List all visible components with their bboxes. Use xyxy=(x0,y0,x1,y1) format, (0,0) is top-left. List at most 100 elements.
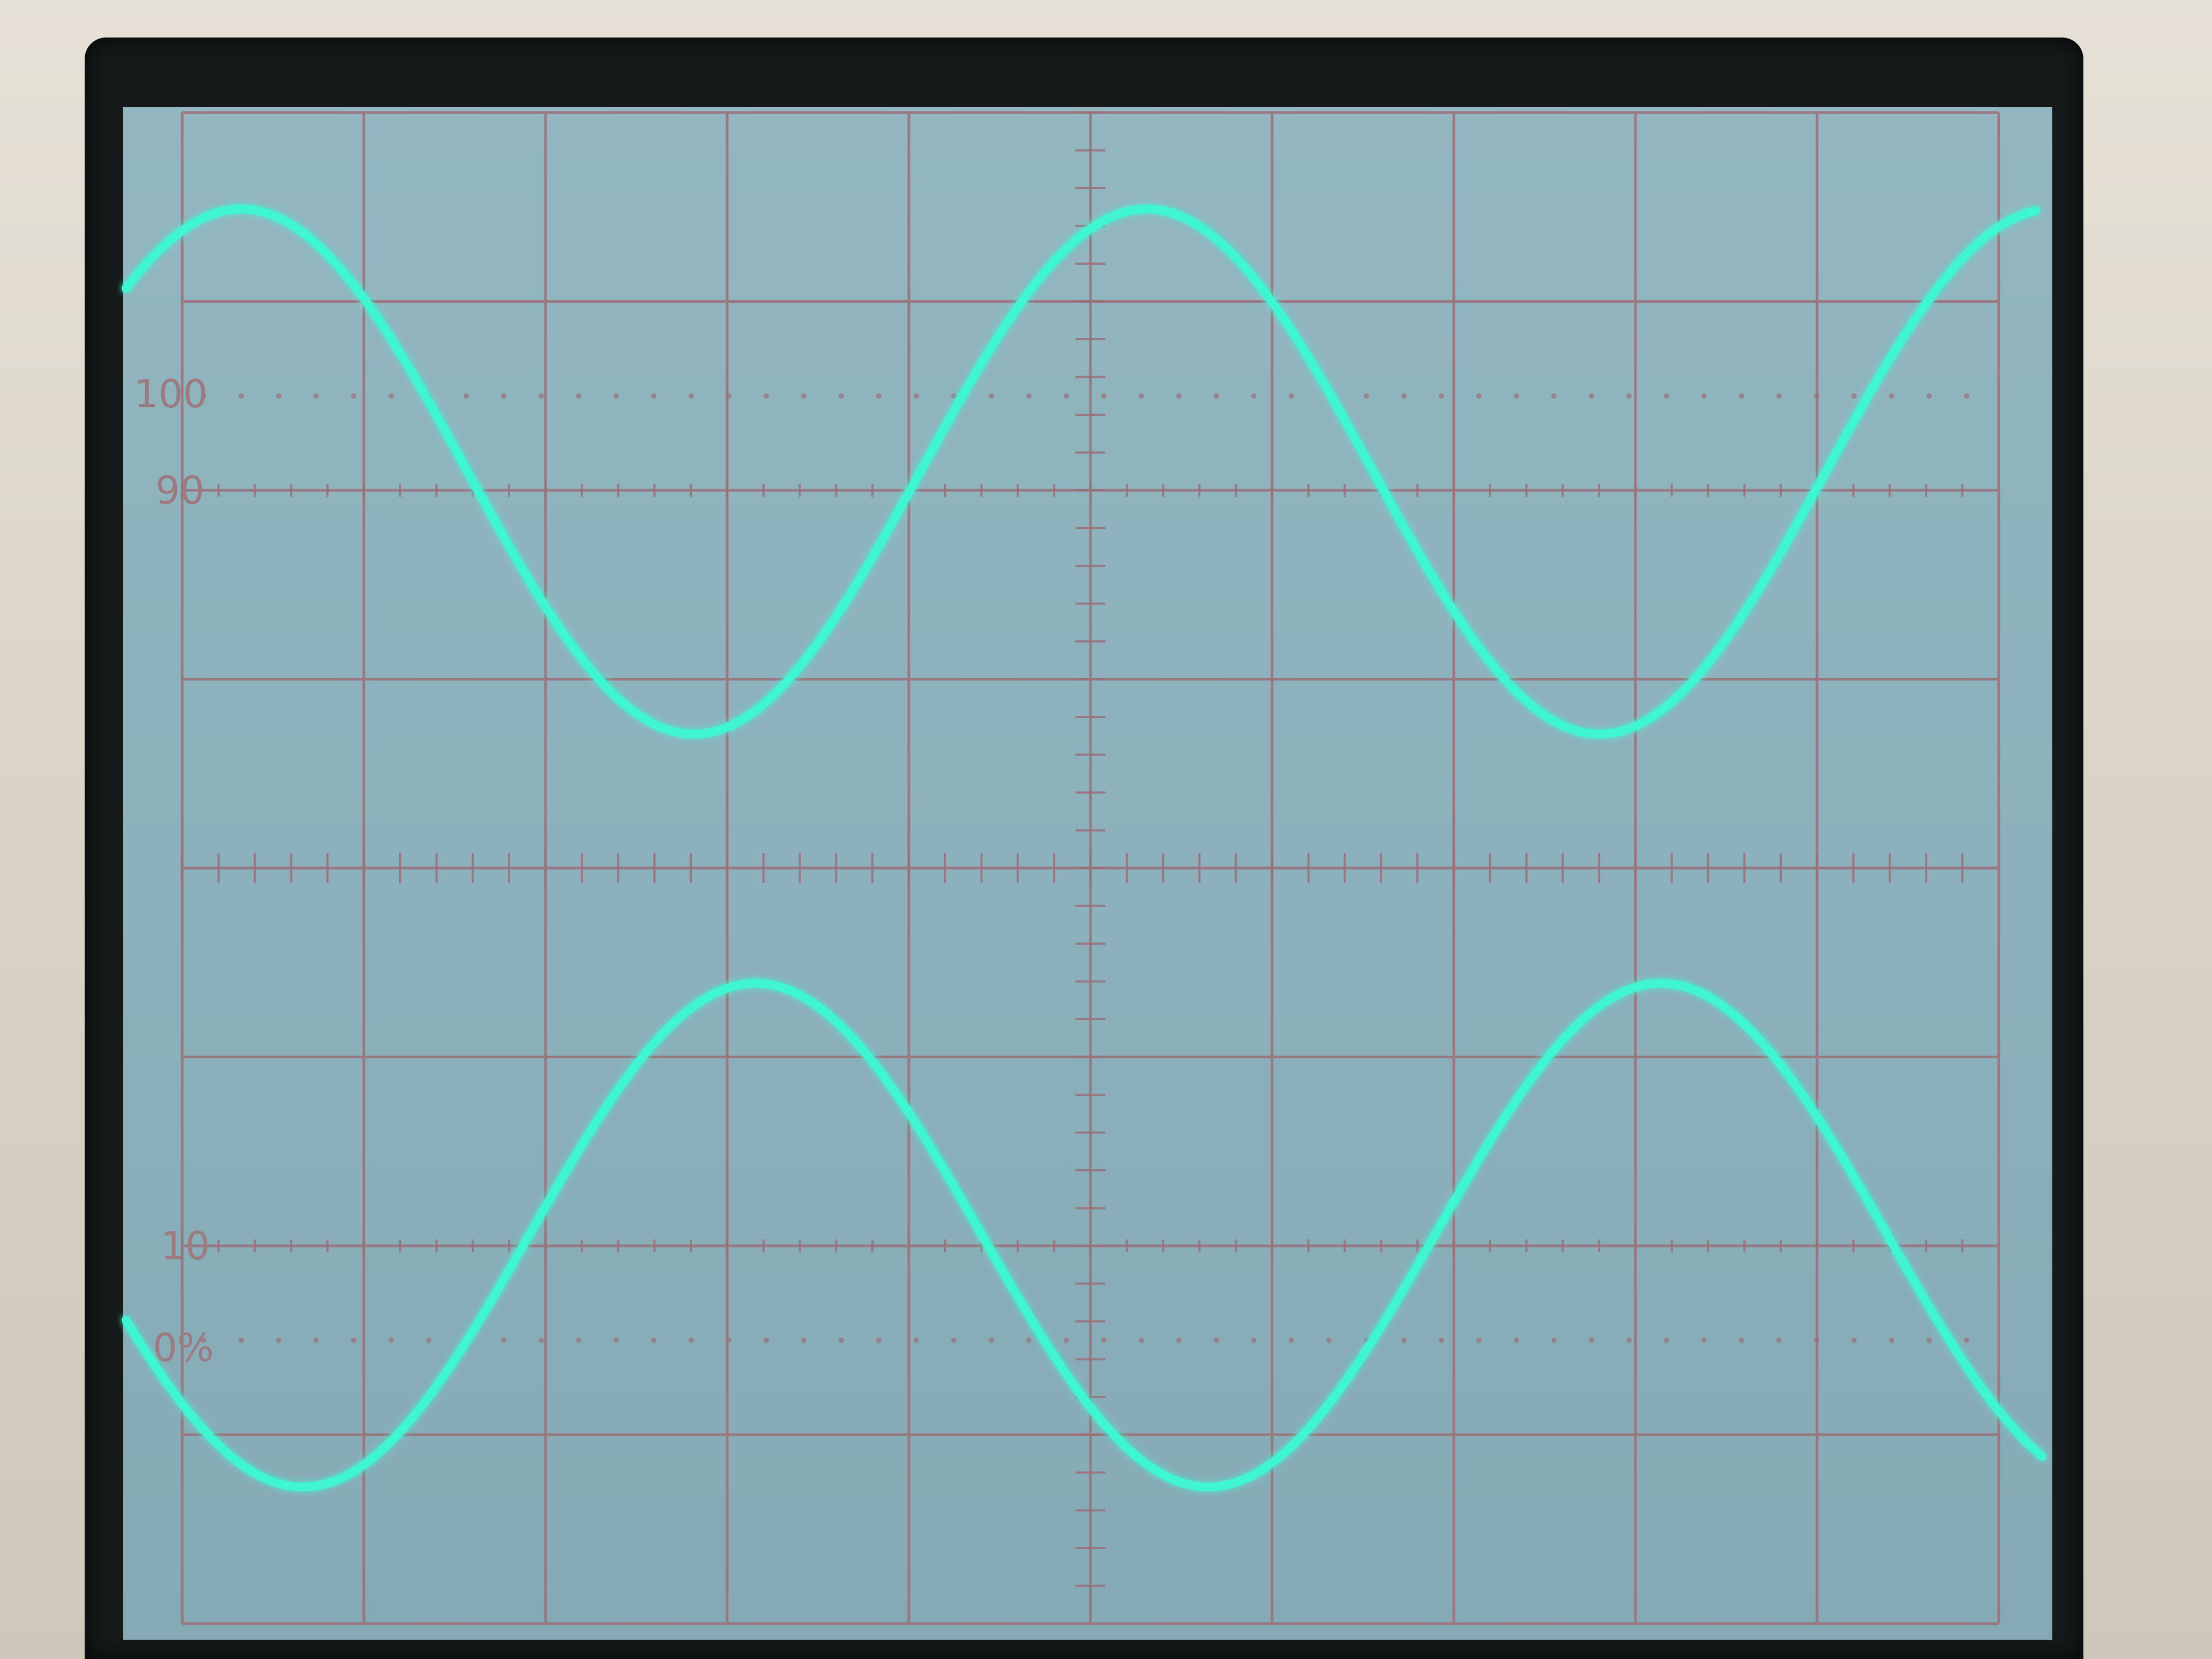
graticule-dot xyxy=(651,1337,656,1343)
graticule-dot xyxy=(1851,1337,1857,1343)
graticule-dot xyxy=(1251,393,1257,399)
graticule-dot xyxy=(951,393,956,399)
graticule-dot xyxy=(1476,393,1482,399)
graticule-dot xyxy=(1964,393,1969,399)
graticule-dot xyxy=(238,393,244,399)
graticule-dot xyxy=(1064,393,1069,399)
graticule-dot xyxy=(689,393,694,399)
graticule-dot xyxy=(1514,393,1519,399)
label-10: 10 xyxy=(161,1223,210,1268)
graticule-dot xyxy=(1064,1337,1069,1343)
graticule-dot xyxy=(388,1337,394,1343)
graticule-dot xyxy=(501,1337,506,1343)
graticule-dot xyxy=(876,393,881,399)
graticule-dot xyxy=(313,393,319,399)
graticule-ticks xyxy=(181,111,1964,1587)
graticule-dot xyxy=(1251,1337,1257,1343)
graticule-dot xyxy=(914,1337,919,1343)
graticule-dot xyxy=(276,1337,281,1343)
graticule-dot xyxy=(1776,393,1782,399)
graticule-dot xyxy=(1664,393,1669,399)
graticule-dot xyxy=(1401,393,1407,399)
graticule-dot xyxy=(801,393,806,399)
graticule-dot xyxy=(764,1337,769,1343)
graticule-dot xyxy=(1139,1337,1144,1343)
graticule-dot xyxy=(1814,393,1819,399)
graticule-dot xyxy=(1364,393,1369,399)
graticule-dot xyxy=(238,1337,244,1343)
graticule-dot xyxy=(651,393,656,399)
graticule-dot xyxy=(989,1337,994,1343)
label-90: 90 xyxy=(155,468,205,513)
graticule-dot xyxy=(1439,1337,1444,1343)
graticule-dot xyxy=(1851,393,1857,399)
graticule-dot xyxy=(426,1337,431,1343)
graticule-dot xyxy=(464,393,469,399)
graticule-dot xyxy=(1739,393,1744,399)
graticule-dot xyxy=(576,393,581,399)
graticule-dot xyxy=(1289,393,1294,399)
graticule-dot xyxy=(726,1337,731,1343)
graticule-dot xyxy=(1776,1337,1782,1343)
graticule-dot xyxy=(1214,393,1219,399)
graticule-dot xyxy=(1176,1337,1182,1343)
graticule-dot xyxy=(1326,1337,1332,1343)
graticule-dot xyxy=(1926,1337,1932,1343)
graticule-dot xyxy=(764,393,769,399)
graticule-dot xyxy=(1476,1337,1482,1343)
graticule-dot xyxy=(1176,393,1182,399)
graticule-dot xyxy=(351,1337,356,1343)
graticule-dot xyxy=(839,1337,844,1343)
graticule-dot xyxy=(388,393,394,399)
graticule-dot xyxy=(313,1337,319,1343)
graticule-dot xyxy=(1664,1337,1669,1343)
graticule-dot xyxy=(539,393,544,399)
graticule-dot xyxy=(1739,1337,1744,1343)
graticule-dot xyxy=(614,393,619,399)
graticule-dot xyxy=(989,393,994,399)
screen-face xyxy=(123,107,2052,1640)
label-0-percent: 0% xyxy=(153,1325,214,1370)
graticule-dot xyxy=(1026,393,1032,399)
graticule-dot xyxy=(1701,1337,1707,1343)
graticule-dot xyxy=(726,393,731,399)
upper-sine-trace xyxy=(122,204,2040,739)
graticule-dot xyxy=(501,393,506,399)
graticule-dot xyxy=(1589,393,1594,399)
graticule-dot xyxy=(1814,1337,1819,1343)
graticule-dot xyxy=(1701,393,1707,399)
graticule-dot xyxy=(1889,1337,1894,1343)
graticule-dot xyxy=(1401,1337,1407,1343)
graticule-dot xyxy=(614,1337,619,1343)
graticule-dot xyxy=(951,1337,956,1343)
graticule-dot xyxy=(276,393,281,399)
graticule-dot xyxy=(876,1337,881,1343)
graticule-dot xyxy=(1889,393,1894,399)
graticule-dot xyxy=(839,393,844,399)
graticule-dotted-lines xyxy=(201,393,1969,1343)
graticule-dot xyxy=(914,393,919,399)
graticule-dot xyxy=(1626,1337,1632,1343)
graticule-dot xyxy=(1551,1337,1557,1343)
graticule-dot xyxy=(1439,393,1444,399)
graticule-dot xyxy=(201,393,206,399)
graticule-dot xyxy=(1589,1337,1594,1343)
graticule-dot xyxy=(351,393,356,399)
graticule-dot xyxy=(801,1337,806,1343)
graticule-dot xyxy=(1139,393,1144,399)
graticule-dot xyxy=(1626,393,1632,399)
graticule-dot xyxy=(1926,393,1932,399)
label-100: 100 xyxy=(134,371,207,416)
graticule-dot xyxy=(1101,1337,1107,1343)
graticule-dot xyxy=(539,1337,544,1343)
graticule-dot xyxy=(1289,1337,1294,1343)
graticule-dot xyxy=(201,1337,206,1343)
graticule-dot xyxy=(1214,1337,1219,1343)
lower-sine-trace xyxy=(122,978,2046,1492)
graticule-dot xyxy=(1101,393,1107,399)
graticule-dot xyxy=(1551,393,1557,399)
graticule-dot xyxy=(1026,1337,1032,1343)
graticule-dot xyxy=(1514,1337,1519,1343)
